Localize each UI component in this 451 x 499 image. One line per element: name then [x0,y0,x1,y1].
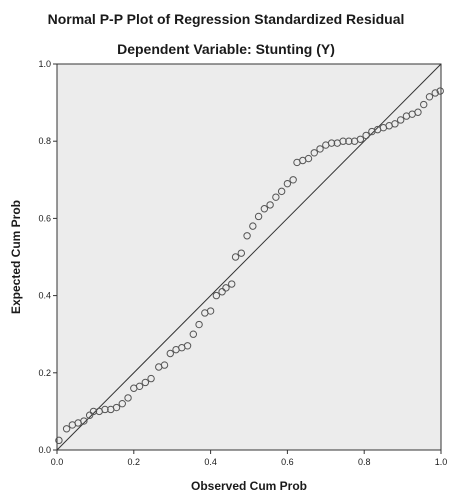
data-point [254,212,263,221]
data-point [277,187,286,196]
data-point [310,149,318,157]
data-point [112,403,121,412]
data-points [55,87,444,445]
data-point [147,374,155,383]
data-point [206,307,215,315]
data-point [231,253,240,261]
chart-title: Normal P-P Plot of Regression Standardiz… [48,11,405,27]
data-point [80,417,88,425]
data-point [420,100,428,109]
data-point [212,291,221,300]
data-point [356,135,365,143]
data-point [189,330,198,338]
data-point [89,407,98,416]
data-point [166,349,174,358]
x-tick-label: 0.4 [204,457,217,467]
data-point [124,394,132,402]
data-point [425,93,434,101]
y-axis-label: Expected Cum Prob [9,200,23,314]
data-point [414,108,422,116]
data-point [260,205,269,213]
data-point [436,87,444,95]
y-tick-label: 0.4 [38,291,51,301]
data-point [195,320,203,329]
data-point [396,116,405,124]
data-point [339,137,347,145]
data-point [266,201,274,209]
data-point [218,288,226,296]
x-tick-label: 0.6 [281,457,294,467]
x-axis-label: Observed Cum Prob [191,479,307,493]
data-point [345,137,353,145]
data-point [289,176,297,184]
data-point [222,284,230,292]
data-point [118,399,126,408]
data-point [237,249,246,257]
data-point [283,179,292,188]
y-tick-label: 1.0 [38,59,51,69]
y-tick-label: 0.6 [38,213,51,223]
data-point [141,378,150,387]
data-point [160,361,169,369]
data-point [101,405,109,414]
data-point [62,425,71,433]
axis-ticks: 0.0 0.2 0.4 0.6 0.8 1.0 0.0 0.2 0.4 0.6 0.8 1.0 [38,59,447,467]
data-point [362,131,370,140]
data-point [327,139,336,147]
x-tick-label: 0.0 [51,457,64,467]
y-tick-label: 0.2 [38,368,51,378]
data-point [183,342,192,350]
chart-subtitle: Dependent Variable: Stunting (Y) [117,41,335,57]
x-tick-label: 0.8 [358,457,371,467]
reference-line [56,63,442,451]
x-tick-label: 1.0 [435,457,448,467]
data-point [316,145,324,153]
reference-line-group [56,63,442,451]
x-tick-label: 0.2 [128,457,141,467]
data-point [85,411,94,419]
data-point [431,89,439,97]
data-point [228,280,236,288]
data-point [272,193,280,201]
y-tick-label: 0.8 [38,136,51,146]
data-point [304,154,313,163]
data-point [249,222,257,230]
data-point [243,232,251,240]
data-point [55,436,63,445]
data-point [391,120,399,128]
y-tick-label: 0.0 [38,445,51,455]
data-point [135,382,144,391]
